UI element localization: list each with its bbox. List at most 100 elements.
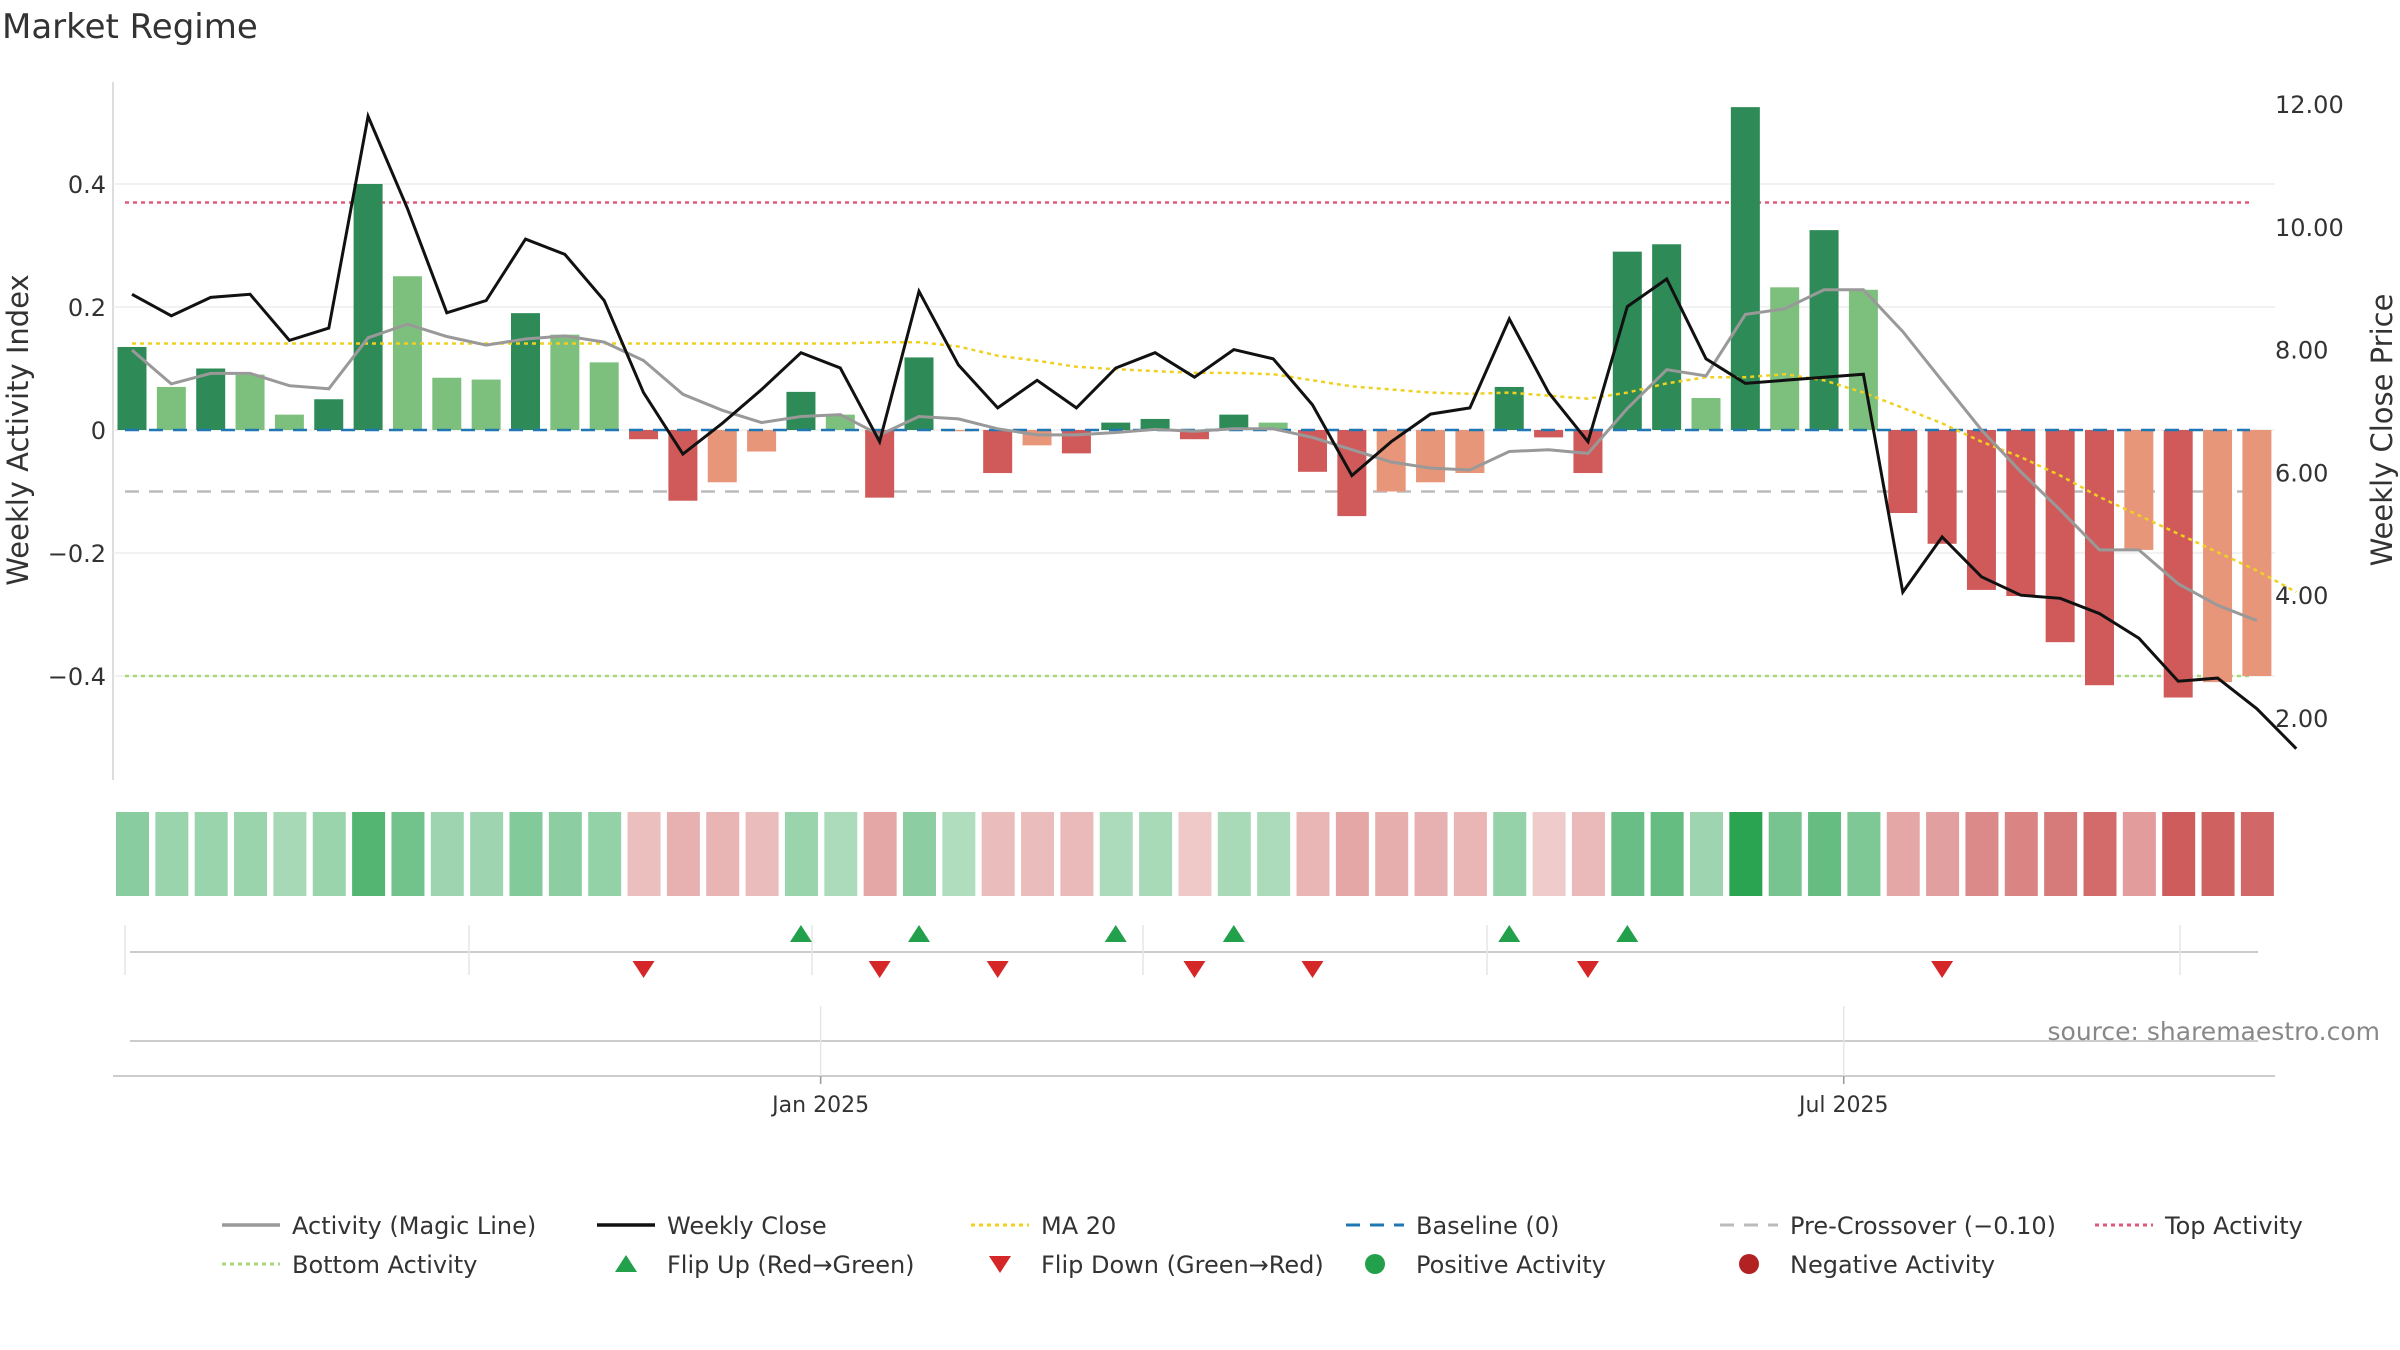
- regime-strip-cell: [2201, 812, 2235, 896]
- y-tick-label: 0.2: [68, 294, 106, 322]
- regime-strip-cell: [2240, 812, 2274, 896]
- activity-bar: [471, 379, 501, 430]
- regime-strip-cell: [588, 812, 622, 896]
- regime-strip: [116, 812, 2274, 896]
- activity-bar: [943, 430, 973, 432]
- flip-down-marker: [986, 961, 1009, 978]
- flip-down-marker: [632, 961, 655, 978]
- legend-item: Positive Activity: [1365, 1251, 1606, 1279]
- activity-bar: [1927, 430, 1957, 544]
- activity-bar: [314, 399, 344, 430]
- regime-strip-cell: [1571, 812, 1605, 896]
- legend-item: Top Activity: [2095, 1212, 2303, 1240]
- activity-bar: [196, 368, 226, 430]
- legend-label: Baseline (0): [1416, 1212, 1559, 1240]
- flip-down-marker: [1931, 961, 1954, 978]
- flip-marker-panel: [124, 925, 2258, 978]
- regime-strip-cell: [509, 812, 543, 896]
- regime-strip-cell: [1768, 812, 1802, 896]
- regime-strip-cell: [1965, 812, 1999, 896]
- activity-bar: [392, 276, 422, 430]
- regime-strip-cell: [1257, 812, 1291, 896]
- regime-strip-cell: [1453, 812, 1487, 896]
- legend-label: Pre-Crossover (−0.10): [1790, 1212, 2056, 1240]
- regime-strip-cell: [273, 812, 307, 896]
- regime-strip-cell: [1099, 812, 1133, 896]
- activity-bar: [1966, 430, 1996, 590]
- y-right-tick-label: 6.00: [2275, 459, 2328, 487]
- activity-bar: [707, 430, 737, 483]
- regime-strip-cell: [2044, 812, 2078, 896]
- flip-up-marker: [1616, 925, 1639, 942]
- flip-up-marker: [1222, 925, 1245, 942]
- activity-bar: [1179, 430, 1209, 440]
- y-right-tick-label: 12.00: [2275, 91, 2344, 119]
- regime-strip-cell: [1493, 812, 1527, 896]
- regime-strip-cell: [1139, 812, 1173, 896]
- magic-line: [131, 288, 2258, 622]
- legend-item: Bottom Activity: [222, 1251, 477, 1279]
- activity-bar: [747, 430, 777, 452]
- regime-strip-cell: [1926, 812, 1960, 896]
- activity-bar: [825, 414, 855, 430]
- legend-item: Pre-Crossover (−0.10): [1720, 1212, 2056, 1240]
- legend-item: Flip Down (Green→Red): [989, 1251, 1324, 1279]
- regime-strip-cell: [116, 812, 149, 896]
- y-right-tick-label: 10.00: [2275, 214, 2344, 242]
- threshold-lines: [125, 201, 2250, 678]
- legend-item: MA 20: [971, 1212, 1116, 1240]
- y-tick-label: −0.4: [48, 663, 106, 691]
- legend-label: Activity (Magic Line): [292, 1212, 536, 1240]
- activity-bar: [2085, 430, 2114, 686]
- legend-label: Negative Activity: [1790, 1251, 1995, 1279]
- weekly-close-line: [131, 111, 2298, 750]
- regime-strip-cell: [1808, 812, 1842, 896]
- regime-strip-cell: [1375, 812, 1409, 896]
- regime-strip-cell: [312, 812, 346, 896]
- flip-up-marker: [1498, 925, 1521, 942]
- main-panel: 0.4 0.2 0 −0.2 −0.4 12.00 10.00 8.00 6.00 4.00 2.…: [1, 82, 2399, 780]
- activity-bar: [1888, 430, 1918, 514]
- flip-down-marker: [1183, 961, 1206, 978]
- y-axis-left-label: Weekly Activity Index: [1, 274, 35, 585]
- legend-label: Top Activity: [2164, 1212, 2303, 1240]
- y-right-tick-label: 4.00: [2275, 582, 2328, 610]
- activity-bar: [668, 430, 698, 501]
- legend-swatch-flip-down-icon: [989, 1256, 1011, 1273]
- regime-strip-cell: [1729, 812, 1763, 896]
- activity-bar: [432, 377, 462, 430]
- legend: Activity (Magic Line) Weekly Close MA 20 Ba…: [222, 1212, 2303, 1279]
- regime-strip-cell: [1335, 812, 1369, 896]
- regime-strip-cell: [863, 812, 897, 896]
- regime-strip-cell: [1414, 812, 1448, 896]
- activity-bar: [2124, 430, 2154, 550]
- activity-bars: [117, 107, 2272, 698]
- regime-strip-cell: [1021, 812, 1055, 896]
- regime-strip-cell: [666, 812, 700, 896]
- activity-bar: [786, 391, 816, 430]
- regime-strip-cell: [1296, 812, 1330, 896]
- activity-bar: [1691, 398, 1721, 430]
- legend-label: Flip Down (Green→Red): [1041, 1251, 1324, 1279]
- regime-strip-cell: [2122, 812, 2156, 896]
- activity-bar: [2006, 430, 2036, 597]
- legend-label: Weekly Close: [667, 1212, 827, 1240]
- activity-bar: [550, 334, 580, 430]
- activity-bar: [1809, 230, 1839, 430]
- activity-bar: [117, 346, 147, 430]
- activity-bar: [1416, 430, 1446, 483]
- chart-title: Market Regime: [2, 7, 258, 47]
- activity-bar: [511, 313, 540, 430]
- flip-down-marker: [1576, 961, 1599, 978]
- regime-strip-cell: [470, 812, 504, 896]
- y-right-tick-label: 8.00: [2275, 337, 2328, 365]
- y-tick-label: 0.4: [68, 171, 106, 199]
- activity-bar: [156, 386, 186, 430]
- activity-bar: [235, 374, 265, 430]
- legend-item: Activity (Magic Line): [222, 1212, 536, 1240]
- y-axis-left-ticks: 0.4 0.2 0 −0.2 −0.4: [48, 171, 106, 691]
- legend-swatch-positive-dot: [1365, 1254, 1385, 1274]
- regime-strip-cell: [391, 812, 425, 896]
- legend-label: Bottom Activity: [292, 1251, 477, 1279]
- regime-strip-cell: [784, 812, 818, 896]
